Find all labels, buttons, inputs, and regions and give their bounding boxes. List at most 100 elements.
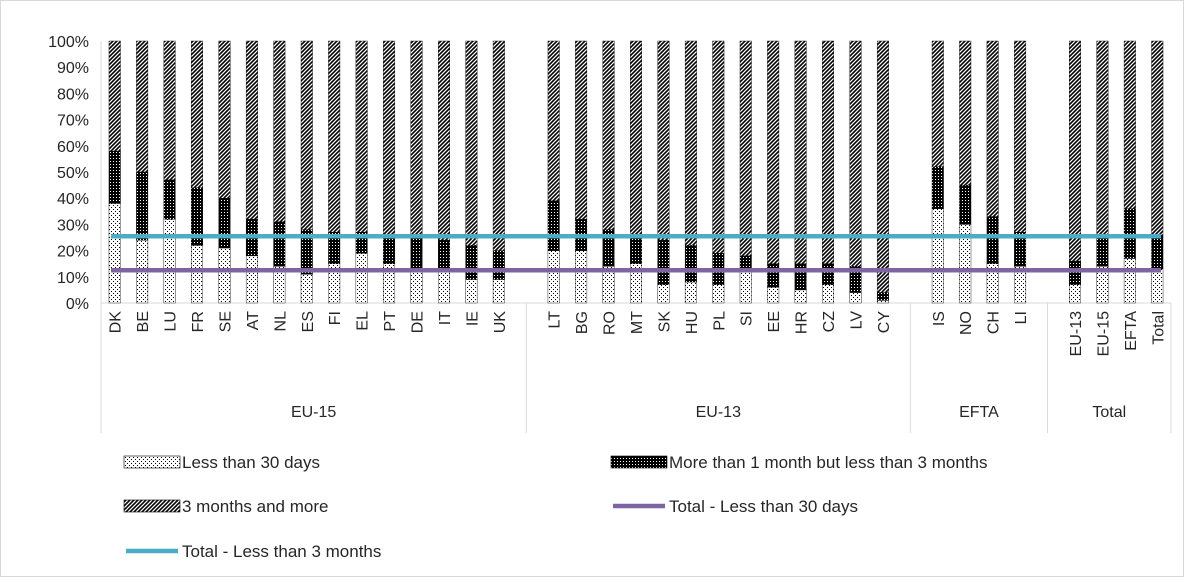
- bar-segment: [1123, 208, 1136, 259]
- bar-segment: [1069, 260, 1081, 285]
- bar-segment: [547, 200, 560, 251]
- x-tick-label: Total: [1150, 311, 1167, 345]
- y-tick-label: 0%: [66, 296, 89, 313]
- bar-segment: [575, 250, 588, 304]
- legend-item: Less than 30 days: [123, 453, 320, 472]
- group-label: Total: [1092, 404, 1126, 421]
- y-tick-label: 80%: [57, 86, 89, 103]
- y-tick-label: 60%: [57, 139, 89, 156]
- x-tick-label: NL: [272, 311, 289, 332]
- bar-segment: [794, 289, 807, 304]
- bar-segment: [739, 40, 752, 257]
- x-tick-label: SI: [739, 311, 756, 326]
- x-labels-layer: DK BE LU FR SE AT NL ES FI EL PT DE IT IE UK LT BG RO MT SK…: [100, 303, 1172, 433]
- bar-segment: [1069, 40, 1081, 262]
- x-tick-label: PL: [711, 311, 728, 331]
- bar-segment: [849, 40, 862, 267]
- bar-segment: [1151, 40, 1164, 236]
- x-tick-label: EU-13: [1068, 311, 1085, 356]
- bar-segment: [437, 40, 450, 241]
- bar-segment: [657, 284, 670, 304]
- bar-segment: [575, 40, 588, 220]
- y-tick-label: 70%: [57, 113, 89, 130]
- legend-label: Total - Less than 30 days: [669, 497, 858, 516]
- x-tick-label: DE: [410, 311, 427, 333]
- x-tick-label: LV: [848, 311, 865, 330]
- bar-segment: [767, 40, 780, 264]
- legend-label: Less than 30 days: [182, 453, 320, 472]
- bar-segment: [876, 292, 889, 301]
- x-tick-label: LI: [1013, 311, 1030, 324]
- bar-segment: [136, 40, 149, 173]
- legend: Less than 30 days More than 1 month but l…: [123, 453, 987, 561]
- x-tick-label: SK: [656, 311, 673, 333]
- x-tick-label: EL: [355, 311, 372, 331]
- bar-segment: [1123, 258, 1136, 304]
- bar-segment: [959, 184, 972, 225]
- bar-segment: [465, 279, 478, 304]
- bar-segment: [465, 245, 478, 280]
- x-tick-label: EE: [766, 311, 783, 332]
- x-tick-label: CY: [876, 311, 893, 334]
- bar-segment: [191, 245, 203, 304]
- legend-item: 3 months and more: [123, 497, 328, 516]
- bar-segment: [931, 208, 944, 304]
- bar-segment: [410, 271, 423, 304]
- bar-segment: [602, 40, 615, 230]
- bar-segment: [767, 287, 780, 304]
- bar-segment: [1014, 40, 1027, 233]
- bar-segment: [547, 40, 560, 202]
- bar-segment: [245, 40, 258, 220]
- y-tick-label: 50%: [57, 165, 89, 182]
- legend-item: Total - Less than 30 days: [613, 497, 858, 516]
- x-tick-label: DK: [108, 311, 125, 334]
- x-tick-label: LU: [163, 311, 180, 331]
- bar-segment: [492, 250, 505, 280]
- bar-segment: [355, 40, 368, 233]
- x-tick-label: IT: [437, 311, 454, 325]
- bar-segment: [794, 263, 807, 291]
- bar-segment: [986, 216, 999, 264]
- x-tick-label: SE: [217, 311, 234, 332]
- legend-item: More than 1 month but less than 3 months: [610, 453, 987, 472]
- bar-segment: [273, 221, 286, 267]
- bar-segment: [1069, 284, 1081, 304]
- group-label: EU-13: [696, 404, 741, 421]
- legend-swatch: [610, 455, 668, 469]
- bar-segment: [136, 171, 149, 241]
- x-tick-label: HU: [684, 311, 701, 334]
- bar-segment: [218, 247, 231, 304]
- bar-segment: [163, 218, 176, 304]
- bar-segment: [245, 255, 258, 304]
- reference-lines-layer: [111, 233, 1161, 273]
- bar-segment: [739, 271, 752, 304]
- y-tick-label: 20%: [57, 244, 89, 261]
- bar-segment: [1151, 234, 1164, 270]
- bar-segment: [986, 40, 999, 217]
- bar-segment: [657, 239, 670, 285]
- x-tick-label: ES: [300, 311, 317, 332]
- bar-segment: [684, 245, 697, 283]
- x-tick-label: HR: [794, 311, 811, 334]
- legend-item: Total - Less than 3 months: [126, 542, 381, 561]
- bars-layer: [108, 40, 1164, 304]
- bar-segment: [355, 253, 368, 304]
- bar-segment: [1123, 40, 1136, 209]
- bar-segment: [383, 234, 396, 264]
- x-tick-label: LT: [547, 311, 564, 329]
- x-tick-label: CZ: [821, 311, 838, 333]
- legend-label: More than 1 month but less than 3 months: [669, 453, 987, 472]
- bar-segment: [108, 203, 121, 304]
- bar-segment: [410, 40, 423, 238]
- x-tick-label: BG: [574, 311, 591, 334]
- bar-segment: [410, 237, 423, 272]
- y-tick-label: 40%: [57, 191, 89, 208]
- x-tick-label: AT: [245, 311, 262, 330]
- bar-segment: [822, 284, 835, 304]
- bar-segment: [959, 40, 972, 186]
- y-tick-label: 10%: [57, 270, 89, 287]
- y-tick-label: 90%: [57, 60, 89, 77]
- x-tick-label: IS: [931, 311, 948, 326]
- bar-segment: [1096, 40, 1109, 236]
